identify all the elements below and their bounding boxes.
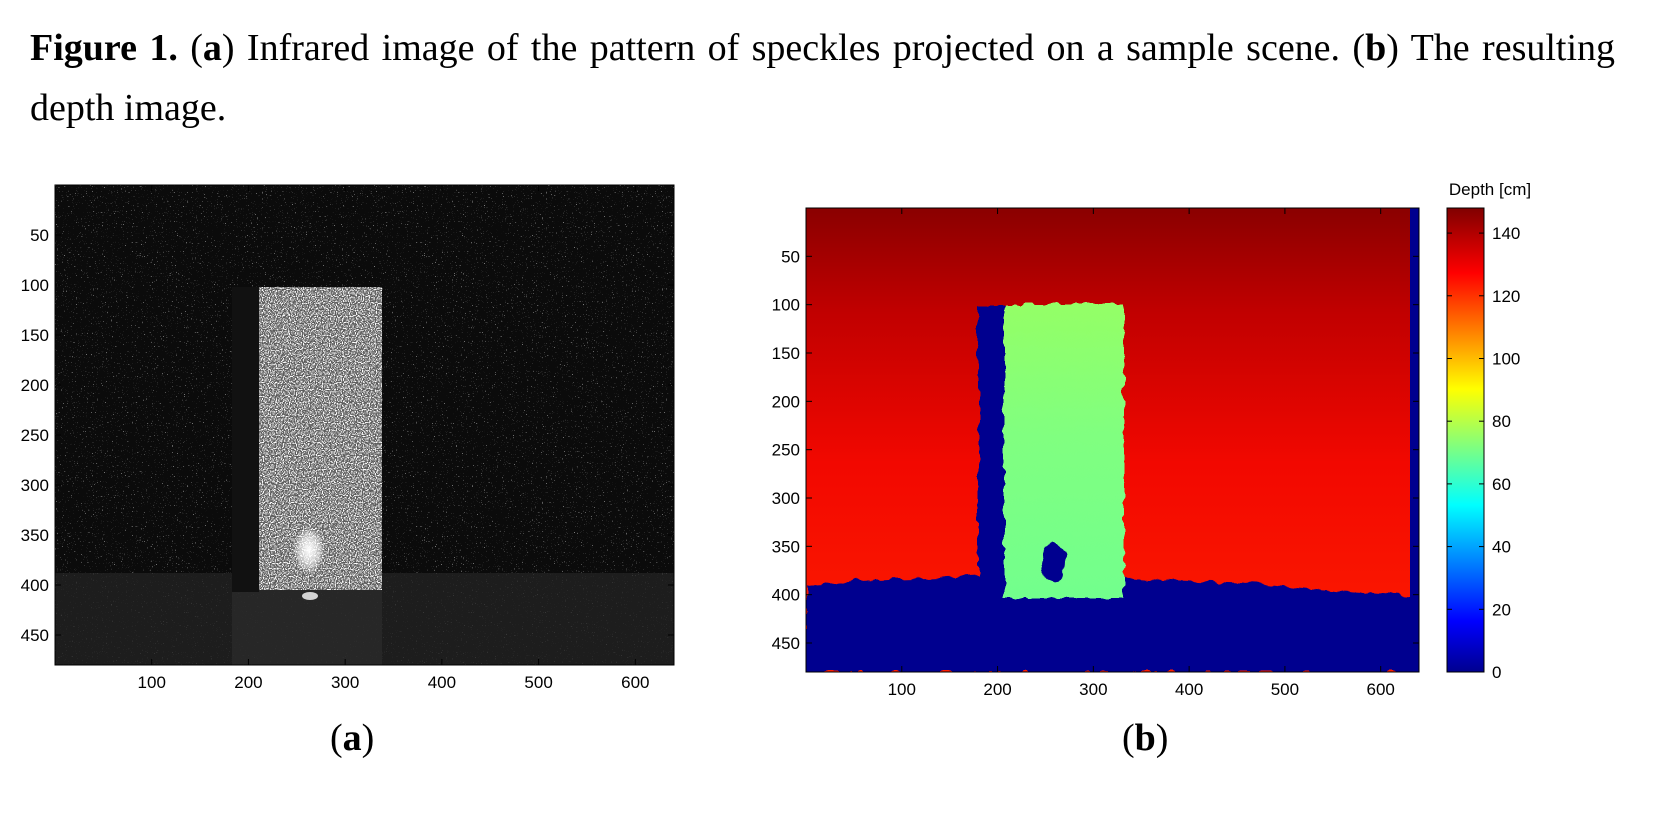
figure-label: Figure 1. [30, 27, 178, 69]
panel-a-xtick-label: 200 [234, 673, 262, 692]
panel-a-ytick-label: 100 [21, 276, 49, 295]
panel-b-label: (b) [1122, 717, 1169, 759]
panel-a-xtick-label: 400 [428, 673, 456, 692]
panel-a-ytick-label: 400 [21, 576, 49, 595]
panel-b-xtick-label: 500 [1271, 680, 1299, 699]
panel-b-xtick-label: 600 [1367, 680, 1395, 699]
panel-b-xtick-label: 100 [888, 680, 916, 699]
colorbar-tick-label: 40 [1492, 538, 1511, 557]
figure-caption: Figure 1. (a) Infrared image of the patt… [30, 27, 1616, 129]
colorbar-tick-label: 140 [1492, 224, 1520, 243]
floor-depth-region [806, 573, 1419, 672]
caption-part-a-text: Infrared image of the pattern of speckle… [234, 27, 1341, 69]
colorbar-tick-label: 120 [1492, 287, 1520, 306]
depth-colorbar [1446, 207, 1485, 673]
panel-b-ytick-label: 300 [772, 489, 800, 508]
shadow-column [232, 287, 259, 592]
panel-b-xtick-label: 200 [983, 680, 1011, 699]
panel-b-ytick-label: 150 [772, 344, 800, 363]
shadow-depth-region [978, 305, 1006, 590]
panel-a-xtick-label: 300 [331, 673, 359, 692]
colorbar-ticks: 0 20 40 60 80 100 120 140 [1447, 224, 1520, 682]
panel-a-xtick-label: 100 [138, 673, 166, 692]
panel-b-ytick-label: 350 [772, 537, 800, 556]
panel-a-letter: a [342, 717, 362, 759]
caption-part-a-letter: a [202, 27, 222, 69]
panel-b-ytick-label: 250 [772, 441, 800, 460]
panel-a-axes: 100 200 300 400 500 600 50 100 150 200 250 300 350 40… [21, 185, 674, 692]
colorbar-tick-label: 20 [1492, 600, 1511, 619]
panel-a-ytick-label: 250 [21, 426, 49, 445]
colorbar-tick-label: 0 [1492, 663, 1501, 682]
floor-hotspot [302, 592, 318, 600]
panel-b-ytick-label: 200 [772, 392, 800, 411]
panel-a-frame [54, 184, 675, 666]
right-edge-invalid [1410, 208, 1419, 672]
panel-b-letter: b [1134, 717, 1156, 759]
panel-a-xtick-label: 500 [524, 673, 552, 692]
caption-part-b-text: The resulting depth image. [30, 27, 1616, 129]
panel-a-ytick-label: 450 [21, 626, 49, 645]
reflection-hotspot [293, 526, 325, 574]
colorbar-title: Depth [cm] [1449, 180, 1531, 199]
panel-a-ytick-label: 300 [21, 476, 49, 495]
panel-b-ytick-label: 400 [772, 586, 800, 605]
panel-b-ytick-label: 450 [772, 634, 800, 653]
panel-a-label: (a) [330, 717, 375, 759]
panel-a-ytick-label: 150 [21, 326, 49, 345]
colorbar-tick-label: 80 [1492, 412, 1511, 431]
panel-a-ytick-label: 350 [21, 526, 49, 545]
colorbar-tick-label: 100 [1492, 349, 1520, 368]
object-regions [978, 304, 1124, 598]
colorbar-tick-label: 60 [1492, 475, 1511, 494]
box-depth-region [1004, 304, 1124, 598]
caption-part-b-letter: b [1365, 27, 1387, 69]
panel-b-frame [805, 207, 1420, 673]
panel-b-xtick-label: 400 [1175, 680, 1203, 699]
panel-a-infrared-image [55, 185, 674, 665]
panel-b-ytick-label: 50 [781, 247, 800, 266]
panel-b-xtick-label: 300 [1079, 680, 1107, 699]
panel-a-ytick-label: 50 [30, 226, 49, 245]
panel-b-depth-image [806, 208, 1419, 672]
panel-a-ytick-label: 200 [21, 376, 49, 395]
hole-depth-region [1042, 543, 1066, 581]
panel-b-ytick-label: 100 [772, 296, 800, 315]
panel-a-xtick-label: 600 [621, 673, 649, 692]
panel-b-axes: 100 200 300 400 500 600 50 100 150 200 250 300 350 40… [772, 208, 1419, 699]
